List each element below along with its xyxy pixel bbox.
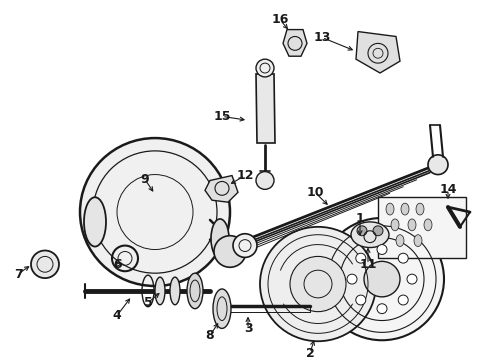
Circle shape: [260, 227, 376, 341]
Text: 2: 2: [306, 347, 315, 360]
Circle shape: [214, 236, 246, 267]
Circle shape: [256, 59, 274, 77]
Ellipse shape: [386, 203, 394, 215]
FancyBboxPatch shape: [378, 197, 466, 258]
Circle shape: [356, 253, 366, 263]
Circle shape: [347, 274, 357, 284]
Ellipse shape: [213, 289, 231, 328]
Ellipse shape: [84, 197, 106, 247]
Circle shape: [233, 234, 257, 257]
Polygon shape: [283, 30, 307, 56]
Ellipse shape: [155, 277, 165, 305]
Text: 1: 1: [356, 212, 365, 225]
Polygon shape: [256, 74, 275, 143]
Circle shape: [398, 253, 408, 263]
Circle shape: [377, 244, 387, 255]
Circle shape: [80, 138, 230, 286]
Text: 13: 13: [313, 31, 331, 44]
Text: 9: 9: [141, 173, 149, 186]
Ellipse shape: [424, 219, 432, 231]
Text: 6: 6: [114, 258, 122, 271]
Circle shape: [373, 226, 383, 236]
Circle shape: [357, 226, 367, 236]
Text: 10: 10: [306, 186, 324, 199]
Circle shape: [356, 295, 366, 305]
Ellipse shape: [170, 277, 180, 305]
Circle shape: [398, 295, 408, 305]
Circle shape: [377, 304, 387, 314]
Ellipse shape: [416, 203, 424, 215]
Ellipse shape: [401, 203, 409, 215]
Circle shape: [364, 261, 400, 297]
Ellipse shape: [351, 222, 389, 248]
Text: 11: 11: [359, 258, 377, 271]
Text: 4: 4: [113, 309, 122, 322]
Circle shape: [290, 256, 346, 312]
Circle shape: [31, 251, 59, 278]
Text: 15: 15: [213, 110, 231, 123]
Text: 5: 5: [144, 296, 152, 309]
Ellipse shape: [408, 219, 416, 231]
Text: 14: 14: [439, 183, 457, 196]
Text: 12: 12: [236, 169, 254, 182]
Text: 3: 3: [244, 322, 252, 335]
Circle shape: [407, 274, 417, 284]
Ellipse shape: [391, 219, 399, 231]
Polygon shape: [356, 32, 400, 73]
Ellipse shape: [414, 235, 422, 247]
Ellipse shape: [187, 273, 203, 309]
Circle shape: [256, 172, 274, 189]
Text: 16: 16: [271, 13, 289, 26]
Ellipse shape: [396, 235, 404, 247]
Circle shape: [320, 218, 444, 340]
Ellipse shape: [211, 219, 229, 258]
Text: 8: 8: [206, 329, 214, 342]
Circle shape: [428, 155, 448, 175]
Polygon shape: [205, 176, 238, 202]
Text: 7: 7: [14, 268, 23, 281]
